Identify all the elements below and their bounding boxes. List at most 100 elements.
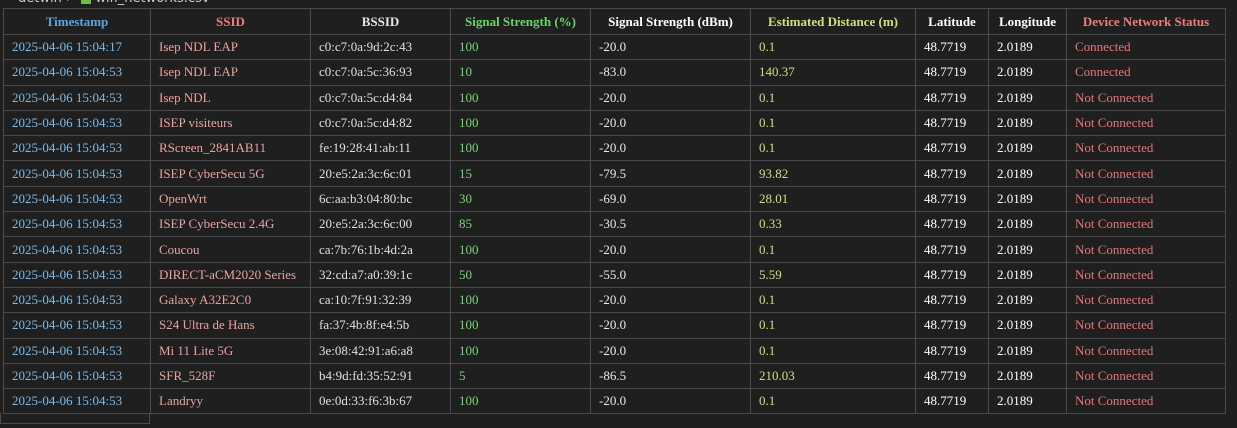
table-cell: Isep NDL <box>150 84 311 111</box>
column-header: Signal Strength (dBm) <box>590 8 751 35</box>
table-cell: 2.0189 <box>988 135 1067 162</box>
table-cell: 2025-04-06 15:04:53 <box>3 261 151 288</box>
table-cell: Connected <box>1066 33 1226 61</box>
table-cell: c0:c7:0a:5c:d4:84 <box>310 84 451 111</box>
table-cell: ISEP CyberSecu 2.4G <box>150 211 311 238</box>
table-cell: 10 <box>450 59 591 86</box>
table-cell: Isep NDL EAP <box>150 33 311 61</box>
table-cell: 0.1 <box>750 286 916 314</box>
table-row: 2025-04-06 15:04:53 DIRECT-aCM2020 Series… <box>3 261 1226 288</box>
table-cell: 0.1 <box>750 312 916 339</box>
table-cell: -20.0 <box>590 312 751 339</box>
table-row: 2025-04-06 15:04:53 Isep NDL c0:c7:0a:5c:d… <box>3 84 1226 111</box>
table-cell: 48.7719 <box>915 160 989 187</box>
table-cell: 0.33 <box>750 211 916 238</box>
column-header: BSSID <box>310 8 451 35</box>
table-cell: 50 <box>450 261 591 288</box>
table-cell: 2025-04-06 15:04:53 <box>3 211 151 238</box>
table-cell: Not Connected <box>1066 84 1226 111</box>
table-cell: 3e:08:42:91:a6:a8 <box>310 337 451 364</box>
table-cell: 2.0189 <box>988 211 1067 238</box>
table-cell: Not Connected <box>1066 211 1226 238</box>
table-cell: 48.7719 <box>915 185 989 213</box>
table-cell: 2025-04-06 15:04:53 <box>3 236 151 263</box>
table-cell: 2.0189 <box>988 312 1067 339</box>
table-cell: 2025-04-06 15:04:53 <box>3 84 151 111</box>
table-cell: 2025-04-06 15:04:53 <box>3 312 151 339</box>
table-row: 2025-04-06 15:04:53 Landryy 0e:0d:33:f6:3b… <box>3 388 1226 415</box>
table-cell: 30 <box>450 185 591 213</box>
table-cell: 85 <box>450 211 591 238</box>
column-header: Device Network Status <box>1066 8 1226 35</box>
table-cell: 100 <box>450 286 591 314</box>
table-cell: -20.0 <box>590 236 751 263</box>
table-cell: 2025-04-06 15:04:53 <box>3 362 151 390</box>
breadcrumb-item[interactable]: wifi_networks.csv <box>95 0 209 6</box>
table-cell: 100 <box>450 33 591 61</box>
column-header: Signal Strength (%) <box>450 8 591 35</box>
table-cell: 2.0189 <box>988 84 1067 111</box>
table-cell: Not Connected <box>1066 236 1226 263</box>
table-cell: c0:c7:0a:5c:36:93 <box>310 59 451 86</box>
scrollbar-track <box>0 413 150 424</box>
table-cell: OpenWrt <box>150 185 311 213</box>
table-cell: 2025-04-06 15:04:53 <box>3 337 151 364</box>
table-cell: 0.1 <box>750 135 916 162</box>
table-cell: ca:7b:76:1b:4d:2a <box>310 236 451 263</box>
table-cell: 2.0189 <box>988 33 1067 61</box>
table-cell: Galaxy A32E2C0 <box>150 286 311 314</box>
column-header: Latitude <box>915 8 989 35</box>
table-cell: -20.0 <box>590 388 751 415</box>
table-cell: Coucou <box>150 236 311 263</box>
table-cell: -30.5 <box>590 211 751 238</box>
table-cell: fa:37:4b:8f:e4:5b <box>310 312 451 339</box>
table-cell: 210.03 <box>750 362 916 390</box>
table-cell: 48.7719 <box>915 261 989 288</box>
table-cell: -20.0 <box>590 135 751 162</box>
table-cell: -79.5 <box>590 160 751 187</box>
table-cell: 2025-04-06 15:04:53 <box>3 388 151 415</box>
table-row: 2025-04-06 15:04:53 ISEP CyberSecu 2.4G 20… <box>3 211 1226 238</box>
table-cell: 2.0189 <box>988 59 1067 86</box>
table-cell: 2.0189 <box>988 160 1067 187</box>
table-cell: c0:c7:0a:9d:2c:43 <box>310 33 451 61</box>
file-icon <box>81 0 92 4</box>
table-cell: 48.7719 <box>915 362 989 390</box>
table-cell: -69.0 <box>590 185 751 213</box>
table-cell: 2.0189 <box>988 388 1067 415</box>
table-cell: 20:e5:2a:3c:6c:01 <box>310 160 451 187</box>
table-cell: Mi 11 Lite 5G <box>150 337 311 364</box>
table-cell: Not Connected <box>1066 362 1226 390</box>
table-cell: 140.37 <box>750 59 916 86</box>
table-cell: 0.1 <box>750 84 916 111</box>
table-row: 2025-04-06 15:04:53 SFR_528F b4:9d:fd:35:5… <box>3 362 1226 390</box>
table-cell: 0.1 <box>750 33 916 61</box>
table-cell: 0e:0d:33:f6:3b:67 <box>310 388 451 415</box>
column-header: Longitude <box>988 8 1067 35</box>
table-cell: 15 <box>450 160 591 187</box>
table-row: 2025-04-06 15:04:53 ISEP CyberSecu 5G 20:e… <box>3 160 1226 187</box>
breadcrumb-item[interactable]: detwin <box>18 0 62 6</box>
table-cell: Not Connected <box>1066 388 1226 415</box>
table-cell: -86.5 <box>590 362 751 390</box>
table-cell: 100 <box>450 312 591 339</box>
table-row: 2025-04-06 15:04:53 ISEP visiteurs c0:c7:0… <box>3 109 1226 137</box>
table-cell: 48.7719 <box>915 312 989 339</box>
table-cell: 2025-04-06 15:04:53 <box>3 135 151 162</box>
table-cell: 2.0189 <box>988 286 1067 314</box>
table-cell: S24 Ultra de Hans <box>150 312 311 339</box>
table-cell: 0.1 <box>750 236 916 263</box>
table-cell: 100 <box>450 84 591 111</box>
table-cell: 2.0189 <box>988 362 1067 390</box>
table-cell: 5 <box>450 362 591 390</box>
table-cell: -20.0 <box>590 286 751 314</box>
table-cell: b4:9d:fd:35:52:91 <box>310 362 451 390</box>
table-cell: -20.0 <box>590 84 751 111</box>
csv-table: Timestamp SSID BSSID Signal Strength (%) Sig… <box>3 8 1226 415</box>
table-cell: Not Connected <box>1066 135 1226 162</box>
table-cell: 100 <box>450 388 591 415</box>
table-row: 2025-04-06 15:04:53 OpenWrt 6c:aa:b3:04:80… <box>3 185 1226 213</box>
table-cell: -20.0 <box>590 337 751 364</box>
table-cell: 2.0189 <box>988 109 1067 137</box>
